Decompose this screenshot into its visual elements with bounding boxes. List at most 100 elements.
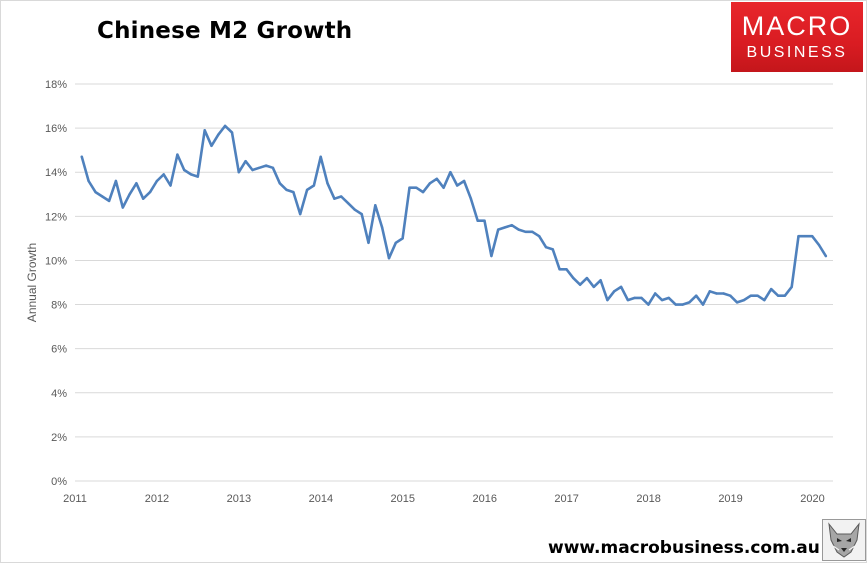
data-point bbox=[585, 276, 589, 280]
y-tick-label: 4% bbox=[51, 388, 67, 400]
data-point bbox=[681, 303, 684, 306]
data-point bbox=[695, 294, 698, 297]
series-group bbox=[80, 124, 828, 306]
data-point bbox=[319, 155, 322, 158]
data-point bbox=[94, 190, 97, 194]
y-tick-label: 10% bbox=[45, 255, 67, 267]
data-point bbox=[476, 219, 479, 222]
fox-icon bbox=[822, 519, 866, 561]
data-point bbox=[729, 294, 732, 297]
data-point bbox=[749, 294, 752, 297]
data-point bbox=[804, 235, 807, 238]
data-point bbox=[312, 184, 316, 187]
y-axis-ticks: 0% 2% 4% 6% 8% 10% 12% 14% 16% 18% bbox=[45, 79, 67, 488]
data-point bbox=[606, 298, 609, 302]
data-point bbox=[640, 296, 643, 300]
y-tick-label: 14% bbox=[45, 167, 67, 179]
data-point bbox=[264, 164, 268, 167]
data-point bbox=[599, 279, 602, 282]
data-point bbox=[223, 124, 227, 128]
data-point bbox=[824, 254, 827, 258]
data-point bbox=[449, 171, 452, 174]
y-axis-label: Annual Growth bbox=[25, 243, 39, 322]
data-point bbox=[415, 186, 418, 189]
data-point bbox=[524, 230, 527, 233]
data-point bbox=[87, 179, 90, 183]
y-tick-label: 18% bbox=[45, 79, 67, 91]
data-point bbox=[340, 195, 343, 198]
data-point bbox=[394, 241, 397, 244]
y-tick-label: 8% bbox=[51, 300, 67, 312]
series-line bbox=[80, 124, 828, 306]
data-point bbox=[135, 182, 138, 185]
data-point bbox=[408, 186, 411, 189]
data-point bbox=[538, 235, 541, 238]
data-point bbox=[735, 301, 739, 304]
data-point bbox=[770, 287, 773, 291]
data-point bbox=[572, 276, 575, 280]
data-point bbox=[619, 285, 623, 289]
data-point bbox=[237, 171, 240, 174]
data-point bbox=[387, 257, 391, 260]
data-point bbox=[162, 173, 165, 176]
data-point bbox=[305, 188, 309, 192]
data-point bbox=[333, 197, 336, 200]
data-point bbox=[544, 246, 548, 249]
data-point bbox=[558, 268, 561, 271]
data-point bbox=[428, 182, 432, 185]
data-point bbox=[613, 290, 616, 293]
data-point bbox=[688, 301, 691, 304]
data-point bbox=[128, 193, 131, 196]
data-point bbox=[817, 243, 821, 247]
data-point bbox=[531, 230, 534, 233]
data-point bbox=[80, 155, 84, 158]
data-point bbox=[647, 303, 650, 306]
data-point bbox=[278, 182, 281, 185]
data-point bbox=[251, 168, 254, 172]
data-point bbox=[708, 290, 711, 293]
data-point bbox=[660, 298, 664, 302]
data-point bbox=[292, 190, 295, 194]
data-point bbox=[510, 224, 513, 227]
data-point bbox=[626, 298, 630, 302]
data-point bbox=[578, 283, 582, 286]
data-point bbox=[196, 175, 199, 178]
data-point bbox=[715, 292, 718, 295]
gridlines bbox=[75, 83, 833, 438]
data-point bbox=[756, 294, 759, 297]
logo-line-1: MACRO bbox=[741, 11, 853, 41]
x-tick-label: 2015 bbox=[391, 493, 415, 505]
data-point bbox=[483, 219, 486, 222]
x-axis-ticks: 2011 2012 2013 2014 2015 2016 2017 2018 2019 2020 bbox=[63, 493, 825, 505]
data-point bbox=[258, 166, 261, 169]
data-point bbox=[517, 228, 520, 231]
data-point bbox=[189, 173, 193, 176]
data-point bbox=[776, 294, 780, 297]
data-point bbox=[285, 188, 288, 192]
data-point bbox=[367, 241, 370, 244]
y-tick-label: 16% bbox=[45, 123, 67, 135]
data-point bbox=[633, 296, 636, 300]
macrobusiness-logo[interactable]: MACRO BUSINESS bbox=[731, 2, 863, 72]
data-point bbox=[101, 195, 104, 198]
data-point bbox=[169, 184, 172, 187]
data-point bbox=[811, 235, 814, 238]
x-tick-label: 2020 bbox=[800, 493, 824, 505]
data-point bbox=[654, 292, 657, 295]
data-point bbox=[183, 168, 186, 172]
data-point bbox=[401, 237, 404, 240]
x-tick-label: 2019 bbox=[718, 493, 742, 505]
data-point bbox=[230, 131, 234, 134]
data-point bbox=[674, 303, 677, 306]
data-point bbox=[551, 248, 554, 251]
x-tick-label: 2013 bbox=[227, 493, 251, 505]
y-tick-label: 12% bbox=[45, 211, 67, 223]
data-point bbox=[107, 199, 111, 203]
data-point bbox=[435, 177, 438, 180]
data-point bbox=[490, 254, 493, 258]
data-point bbox=[210, 144, 213, 147]
data-point bbox=[667, 296, 670, 300]
footer-url[interactable]: www.macrobusiness.com.au bbox=[548, 538, 820, 558]
x-tick-label: 2018 bbox=[636, 493, 660, 505]
